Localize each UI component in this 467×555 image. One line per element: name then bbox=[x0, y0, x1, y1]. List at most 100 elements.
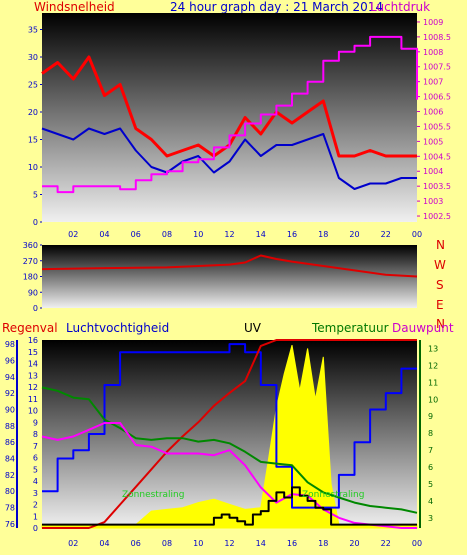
rain-y-tick: 10 bbox=[28, 407, 38, 416]
series-luchtdruk bbox=[42, 35, 418, 194]
direction-y-tick: 360 bbox=[23, 241, 38, 250]
uv-y-tick: 3 bbox=[428, 514, 433, 523]
solar-overlay-left: Zonnestraling bbox=[122, 490, 185, 500]
panel3-x-tick: 02 bbox=[68, 539, 78, 548]
wind-y-tick: 0 bbox=[33, 218, 38, 227]
wind-x-tick: 08 bbox=[162, 230, 172, 239]
dir-label-w: W bbox=[434, 258, 446, 272]
uv-y-tick: 7 bbox=[428, 446, 433, 455]
humidity-y-tick: 98 bbox=[5, 340, 15, 349]
rain-label: Regenval bbox=[2, 321, 58, 335]
series-gem-windsnelheid bbox=[41, 127, 417, 190]
rain-y-tick: 11 bbox=[28, 395, 38, 404]
wind-x-tick: 22 bbox=[381, 230, 391, 239]
wind-x-tick: 14 bbox=[256, 230, 266, 239]
rain-y-tick: 2 bbox=[33, 501, 38, 510]
direction-y-tick: 270 bbox=[23, 257, 38, 266]
panel3-x-tick: 16 bbox=[287, 539, 297, 548]
direction-y-tick: 0 bbox=[33, 304, 38, 313]
pressure-label: Luchtdruk bbox=[370, 0, 431, 14]
wind-x-tick: 16 bbox=[287, 230, 297, 239]
direction-y-tick: 90 bbox=[28, 288, 38, 297]
rain-y-tick: 9 bbox=[33, 418, 38, 427]
rain-y-tick: 4 bbox=[33, 477, 38, 486]
panel3-x-tick: 20 bbox=[349, 539, 359, 548]
pressure-y-tick: 1004 bbox=[423, 167, 443, 176]
wind-x-tick: 20 bbox=[349, 230, 359, 239]
wind-y-tick: 25 bbox=[28, 81, 38, 90]
dir-label-n1: N bbox=[436, 238, 445, 252]
rain-y-tick: 12 bbox=[28, 383, 38, 392]
pressure-y-tick: 1004.5 bbox=[423, 152, 451, 161]
wind-y-tick: 20 bbox=[28, 108, 38, 117]
wind-x-tick: 12 bbox=[224, 230, 234, 239]
uv-y-tick: 8 bbox=[428, 429, 433, 438]
uv-y-tick: 5 bbox=[428, 480, 433, 489]
series-dauwpunt bbox=[41, 422, 417, 529]
pressure-y-tick: 1005 bbox=[423, 137, 443, 146]
humidity-y-tick: 96 bbox=[5, 356, 15, 365]
dewpoint-label: Dauwpunt bbox=[392, 321, 454, 335]
wind-x-tick: 18 bbox=[318, 230, 328, 239]
uv-y-tick: 13 bbox=[428, 344, 438, 353]
panel3-x-tick: 00 bbox=[412, 539, 422, 548]
panel3-x-tick: 22 bbox=[381, 539, 391, 548]
pressure-y-tick: 1007 bbox=[423, 78, 443, 87]
wind-x-tick: 02 bbox=[68, 230, 78, 239]
rain-y-tick: 6 bbox=[33, 454, 38, 463]
humidity-label: Luchtvochtigheid bbox=[66, 321, 170, 335]
wind-x-tick: 10 bbox=[193, 230, 203, 239]
panel3-x-tick: 04 bbox=[99, 539, 109, 548]
panel3-x-tick: 14 bbox=[256, 539, 266, 548]
rain-y-tick: 1 bbox=[33, 512, 38, 521]
direction-panel-background bbox=[42, 245, 417, 308]
uv-y-tick: 9 bbox=[428, 412, 433, 421]
wind-x-tick: 06 bbox=[131, 230, 141, 239]
solar-overlay-right: Zonnestraling bbox=[302, 490, 365, 500]
direction-y-tick: 180 bbox=[23, 273, 38, 282]
series-luchtvochtigheid bbox=[42, 343, 417, 509]
rain-y-tick: 5 bbox=[33, 465, 38, 474]
chart-title: 24 hour graph day : 21 March 2014 bbox=[170, 0, 384, 14]
panel3-x-tick: 18 bbox=[318, 539, 328, 548]
panel3-x-tick: 06 bbox=[131, 539, 141, 548]
panel3-x-tick: 10 bbox=[193, 539, 203, 548]
pressure-y-tick: 1008 bbox=[423, 48, 443, 57]
rain-y-tick: 0 bbox=[33, 524, 38, 533]
rain-y-tick: 13 bbox=[28, 371, 38, 380]
series-regenval bbox=[42, 339, 417, 529]
humidity-y-tick: 80 bbox=[5, 487, 15, 496]
humidity-y-tick: 92 bbox=[5, 389, 15, 398]
pressure-y-tick: 1003 bbox=[423, 197, 443, 206]
rain-y-tick: 14 bbox=[28, 360, 38, 369]
rain-y-tick: 16 bbox=[28, 336, 38, 345]
rain-y-tick: 15 bbox=[28, 348, 38, 357]
humidity-y-tick: 90 bbox=[5, 405, 15, 414]
wind-y-tick: 30 bbox=[28, 53, 38, 62]
uv-y-tick: 6 bbox=[428, 463, 433, 472]
pressure-y-tick: 1009 bbox=[423, 18, 443, 27]
humidity-y-tick: 94 bbox=[5, 373, 15, 382]
pressure-y-tick: 1002.5 bbox=[423, 212, 451, 221]
rain-y-tick: 3 bbox=[33, 489, 38, 498]
pressure-y-tick: 1005.5 bbox=[423, 122, 451, 131]
pressure-y-tick: 1003.5 bbox=[423, 182, 451, 191]
uv-y-tick: 12 bbox=[428, 361, 438, 370]
pressure-y-tick: 1008.5 bbox=[423, 33, 451, 42]
wind-y-tick: 10 bbox=[28, 163, 38, 172]
humidity-y-tick: 76 bbox=[5, 520, 15, 529]
uv-y-tick: 11 bbox=[428, 378, 438, 387]
wind-y-tick: 35 bbox=[28, 26, 38, 35]
dir-label-e: E bbox=[436, 298, 444, 312]
series-windrichting bbox=[41, 254, 418, 278]
humidity-y-tick: 84 bbox=[5, 455, 15, 464]
series-temperatuur bbox=[41, 386, 418, 514]
temperature-label: Temperatuur bbox=[312, 321, 389, 335]
pressure-y-tick: 1006 bbox=[423, 108, 443, 117]
panel3-x-tick: 08 bbox=[162, 539, 172, 548]
humidity-y-tick: 86 bbox=[5, 438, 15, 447]
wind-y-tick: 15 bbox=[28, 136, 38, 145]
series-zonnestraling bbox=[41, 344, 418, 529]
uv-y-tick: 10 bbox=[428, 395, 438, 404]
